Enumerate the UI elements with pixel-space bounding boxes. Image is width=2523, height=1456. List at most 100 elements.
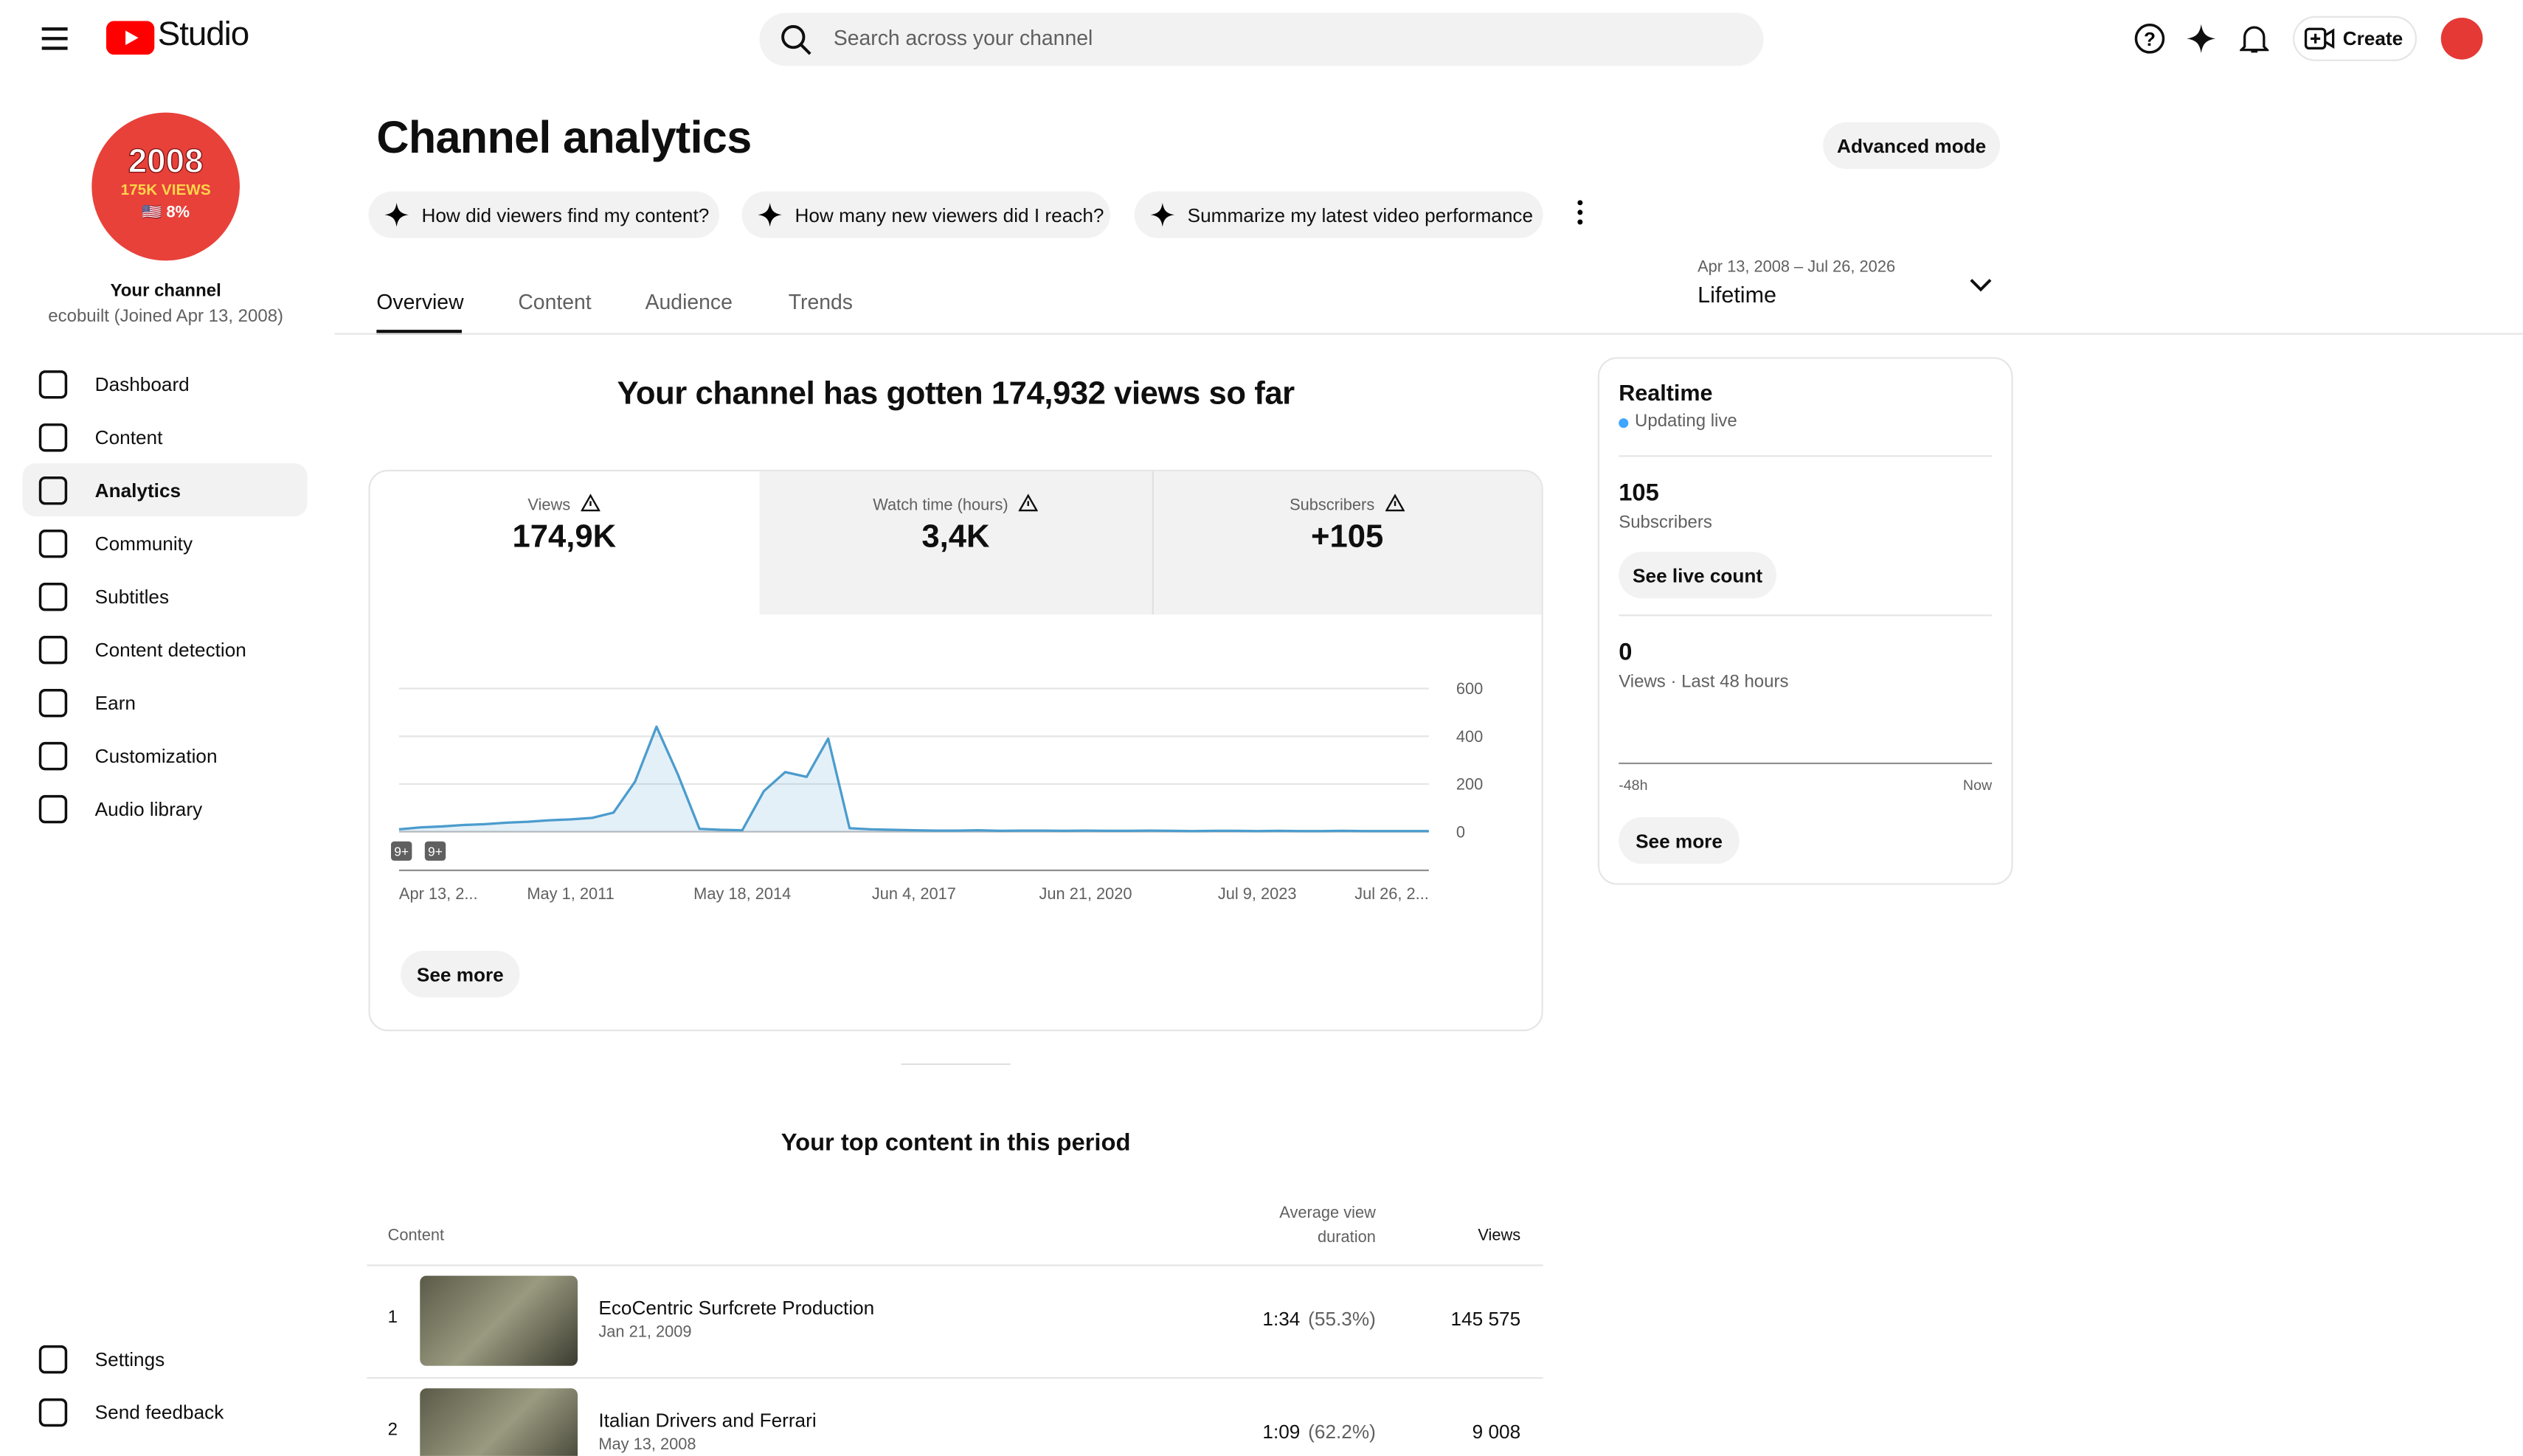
period[interactable]: Lifetime [1697,281,1777,308]
x-tick-label: May 1, 2011 [527,884,614,903]
y-tick-label: 200 [1456,775,1483,794]
column-header: Views [1478,1227,1521,1246]
nav-item[interactable]: Settings [23,1332,308,1385]
divider [1619,455,1993,457]
channel-label: Your channel [110,281,221,301]
prompt-chip[interactable]: How did viewers find my content? [368,191,719,238]
help-icon[interactable]: ? [2133,23,2166,55]
nav-item[interactable]: Analytics [22,463,308,517]
metric-value: 3,4K [921,519,990,555]
metric-label: Watch time (hours) [779,493,1133,515]
prompt-text: Summarize my latest video performance [1187,203,1534,226]
annotation-box [424,841,446,861]
warning-icon [1018,493,1039,512]
sparkle-icon [384,202,409,227]
nav-item[interactable]: Content [23,410,308,463]
metric-divider [1152,471,1154,615]
prompt-chip[interactable]: How many new viewers did I reach? [741,191,1110,238]
nav-item[interactable]: Community [23,516,308,569]
realtime-axis [1619,762,1993,765]
nav-label: Audio library [94,797,203,820]
metric-label-text: Views [527,496,571,515]
nav-label: Dashboard [94,372,190,395]
nav-label: Content detection [94,637,246,661]
video-date: Jan 21, 2009 [598,1324,692,1342]
badge-views: 175K VIEWS [120,181,211,200]
thumbnail[interactable] [420,1388,578,1456]
channel-avatar[interactable] [91,112,240,261]
tabs-divider [334,333,2523,335]
y-tick-label: 400 [1456,727,1483,746]
menu-icon[interactable] [41,26,69,52]
metric-value[interactable]: 174,9K [512,519,617,555]
create-button[interactable] [2293,15,2418,61]
bell-icon[interactable] [2240,23,2269,55]
nav-label: Analytics [94,478,181,502]
advanced-mode-button[interactable]: Advanced mode [1823,122,2001,170]
nav-label: Settings [94,1347,165,1370]
avg-duration: 1:34 [1262,1308,1301,1331]
period-chevron[interactable] [1970,277,1993,293]
tab[interactable]: Trends [788,289,853,314]
nav-icon [38,687,68,717]
nav-label: Customization [94,743,218,767]
tab[interactable]: Overview [376,289,464,314]
views: 145 575 [1450,1308,1521,1331]
warning-icon [581,493,601,512]
nav-item[interactable]: Subtitles [23,569,308,623]
sparkle-icon[interactable] [2187,24,2216,53]
account-avatar[interactable] [2440,17,2483,60]
row-rank: 1 [387,1308,398,1328]
axis-end: Now [1962,777,1993,794]
axis-start: -48h [1619,777,1648,794]
more-icon[interactable] [1572,198,1588,226]
see-more-button[interactable]: See more [401,951,520,998]
tab-indicator [376,330,462,335]
annotation-marker: 9+ [391,841,412,861]
column-header: Content [387,1227,445,1246]
views-chart: 0 200 400 600 Apr 13, 2... May 1, 2011 May 18,… [391,679,1483,903]
badge-year: 2008 [128,142,204,181]
svg-text:?: ? [2144,28,2156,50]
prompt-chip[interactable]: Summarize my latest video performance [1134,191,1543,238]
live-count-button[interactable]: See live count [1619,552,1776,599]
nav-item[interactable]: Earn [23,676,308,729]
nav-icon [38,741,68,770]
nav-icon [38,370,68,398]
tab[interactable]: Audience [645,289,733,314]
video-title[interactable]: EcoCentric Surfcrete Production [598,1296,875,1320]
row-divider [367,1377,1543,1379]
nav-item[interactable]: Dashboard [23,357,308,410]
avg-percent: (62.2%) [1308,1420,1376,1443]
create-icon [2304,27,2335,50]
subscribers-label: Subscribers [1619,513,1712,533]
annotation-marker: 9+ [424,841,446,861]
nav-item[interactable]: Audio library [23,782,308,835]
thumbnail[interactable] [420,1275,578,1366]
nav-icon [38,475,68,505]
annotation-label: 9+ [428,844,443,859]
realtime-see-more[interactable]: See more [1619,817,1740,864]
nav-label: Send feedback [94,1400,224,1424]
video-title[interactable]: Italian Drivers and Ferrari [598,1409,817,1432]
search-box[interactable] [759,13,1764,66]
avg-duration: 1:09 [1262,1420,1301,1443]
logo-text[interactable]: Studio [157,15,249,53]
live-dot [1619,418,1629,429]
nav-item[interactable]: Content detection [23,623,308,676]
nav-label: Subtitles [94,584,170,608]
nav-icon [38,422,68,451]
nav-item[interactable]: Customization [23,729,308,782]
tab[interactable]: Content [518,289,592,314]
x-tick-label: Jul 9, 2023 [1218,884,1297,903]
logo-icon[interactable] [105,21,155,55]
x-tick-label: Jun 4, 2017 [872,884,956,903]
realtime-status: Updating live [1635,412,1737,431]
nav-icon [38,1397,68,1426]
nav-label: Earn [94,690,136,714]
nav-item[interactable]: Send feedback [23,1385,308,1438]
metric-label-text: Watch time (hours) [873,496,1008,515]
metric-label: Subscribers [1170,493,1524,515]
